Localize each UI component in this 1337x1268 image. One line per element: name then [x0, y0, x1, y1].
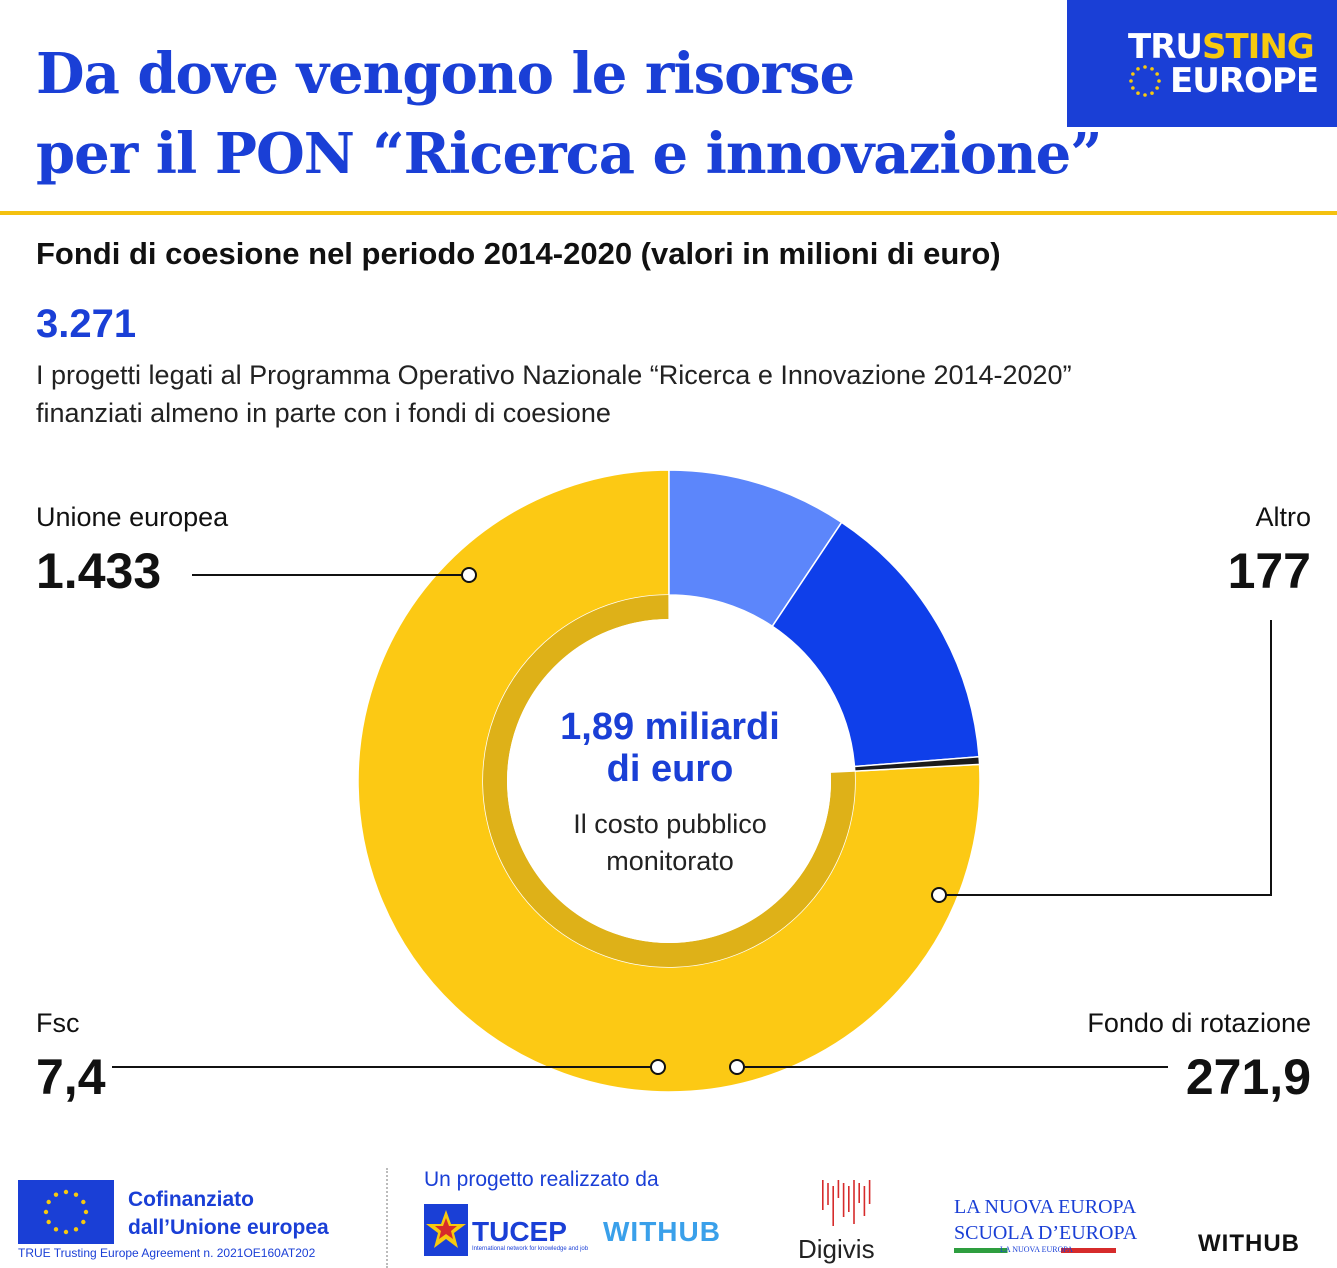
total-amount: 1,89 miliardi di euro	[520, 706, 820, 790]
cofinanced-line-2: dall’Unione europea	[128, 1216, 329, 1239]
trusting-europe-logo: TRUSTING EUROPE	[1128, 27, 1319, 101]
donut-hole	[507, 619, 831, 943]
star-dot	[83, 1209, 89, 1215]
realized-by-text: Un progetto realizzato da	[424, 1168, 659, 1191]
lne-logo-line-3: LA NUOVA EUROPA	[1000, 1245, 1073, 1254]
star-dot	[1155, 72, 1159, 76]
eu-stars-icon	[1129, 65, 1161, 97]
digivis-bar	[848, 1186, 850, 1212]
chart-subtitle: Fondi di coesione nel periodo 2014-2020 …	[36, 236, 1001, 271]
donut-inner-ring	[483, 595, 855, 967]
digivis-bar	[822, 1180, 824, 1210]
star-dot	[1131, 86, 1135, 90]
digivis-bar	[827, 1183, 829, 1205]
digivis-bar	[853, 1180, 855, 1224]
label-fsc: Fsc	[36, 1008, 80, 1038]
tucep-logo-text: TUCEP	[472, 1216, 567, 1247]
tucep-star-icon	[424, 1204, 468, 1256]
leader-dot-fsc	[650, 1059, 666, 1075]
total-amount-line-2: di euro	[606, 748, 734, 790]
leader-dot-eu	[461, 567, 477, 583]
eu-flag-icon	[18, 1180, 114, 1244]
star-dot	[1129, 79, 1133, 83]
star-dot	[53, 1227, 59, 1232]
star-dot	[53, 1192, 59, 1197]
star-dot	[63, 1189, 69, 1195]
digivis-bar	[863, 1186, 866, 1216]
star-dot	[81, 1219, 86, 1225]
label-altro: Altro	[1255, 502, 1311, 532]
leader-dot-rotazione	[729, 1059, 745, 1075]
footer-divider	[386, 1168, 388, 1268]
digivis-bar	[837, 1180, 840, 1198]
star-dot	[1157, 79, 1161, 83]
digivis-bar	[868, 1180, 871, 1204]
tucep-tagline: International network for knowledge and …	[472, 1246, 589, 1252]
digivis-logo-text: Digivis	[798, 1234, 875, 1264]
leader-dot-altro	[931, 887, 947, 903]
star-dot	[73, 1227, 79, 1232]
label-fondo-rotazione: Fondo di rotazione	[1087, 1008, 1311, 1038]
trusting-europe-logo-box	[1067, 0, 1337, 127]
donut-slice-fsc	[853, 755, 981, 772]
star-dot	[1150, 67, 1154, 71]
brand-europe: EUROPE	[1170, 61, 1319, 101]
leader-line-altro	[939, 620, 1272, 896]
star-dot	[43, 1209, 49, 1215]
title-line-1: Da dove vengono le risorse	[36, 41, 855, 107]
star-dot	[1143, 65, 1147, 69]
label-unione-europea: Unione europea	[36, 502, 229, 532]
brand-sting: STING	[1201, 27, 1315, 67]
digivis-bar	[842, 1183, 845, 1217]
projects-description: I progetti legati al Programma Operativo…	[36, 356, 1236, 432]
star-dot	[81, 1199, 86, 1205]
withub-logo-blue: WITHUB	[603, 1216, 721, 1247]
star-dot	[73, 1192, 79, 1197]
total-caption: Il costo pubblico monitorato	[520, 806, 820, 880]
lne-logo-line-2: SCUOLA D’EUROPA	[954, 1222, 1138, 1244]
title-line-2: per il PON “Ricerca e innovazione”	[36, 121, 1103, 187]
withub-logo-black: WITHUB	[1198, 1230, 1300, 1257]
value-fsc: 7,4	[36, 1049, 106, 1105]
lne-logo-line-1: LA NUOVA EUROPA	[954, 1196, 1137, 1218]
value-unione-europea: 1.433	[36, 543, 162, 599]
projects-description-line-1: I progetti legati al Programma Operativo…	[36, 360, 1072, 390]
star-dot	[1131, 72, 1135, 76]
star-dot	[1136, 91, 1140, 95]
total-amount-line-1: 1,89 miliardi	[560, 706, 780, 748]
value-altro: 177	[1227, 543, 1311, 599]
page-title: Da dove vengono le risorse per il PON “R…	[36, 34, 1103, 194]
total-caption-line-2: monitorato	[606, 846, 734, 876]
cofinanced-line-1: Cofinanziato	[128, 1188, 254, 1211]
star-dot	[1150, 91, 1154, 95]
star-dot	[1155, 86, 1159, 90]
digivis-bar	[832, 1186, 834, 1226]
star-dot	[46, 1199, 51, 1205]
brand-tru: TRU	[1128, 27, 1203, 67]
lne-flag-bar	[954, 1248, 1116, 1253]
digivis-bars-icon	[822, 1180, 871, 1226]
projects-description-line-2: finanziati almeno in parte con i fondi d…	[36, 398, 611, 428]
projects-count: 3.271	[36, 302, 137, 346]
star-dot	[46, 1219, 51, 1225]
digivis-bar	[858, 1183, 860, 1203]
donut-slice-fondo-di-rotazione	[771, 521, 980, 768]
cofinanced-text: Cofinanziato dall’Unione europea	[128, 1186, 329, 1242]
star-dot	[63, 1229, 69, 1235]
star-dot	[1136, 67, 1140, 71]
agreement-text: TRUE Trusting Europe Agreement n. 2021OE…	[18, 1246, 316, 1260]
header-divider	[0, 211, 1337, 215]
star-dot	[1143, 93, 1147, 97]
total-caption-line-1: Il costo pubblico	[573, 809, 767, 839]
value-fondo-rotazione: 271,9	[1185, 1049, 1311, 1105]
